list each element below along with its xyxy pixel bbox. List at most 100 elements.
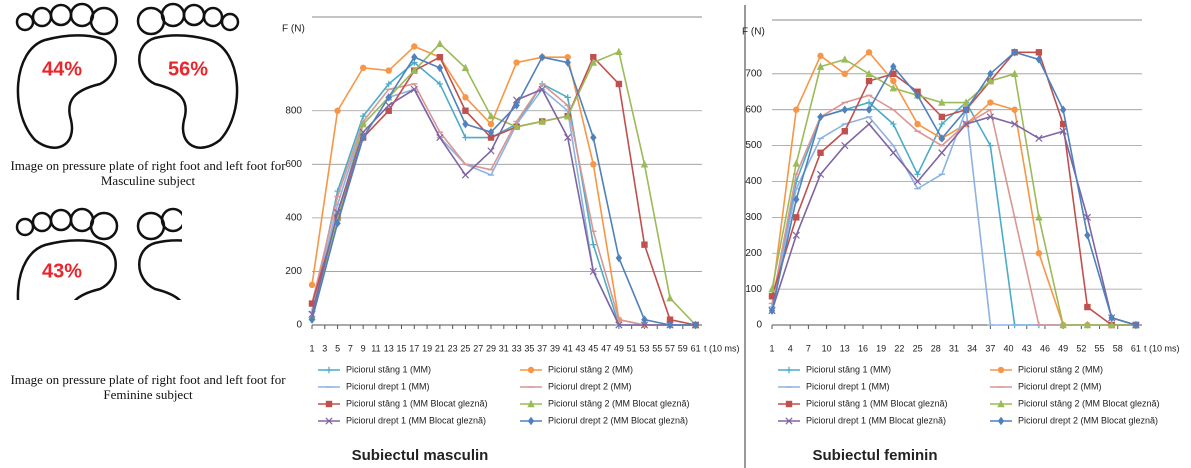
marker [487,120,495,128]
marker [411,43,418,50]
marker [641,315,648,324]
x-tick-label: 31 [499,343,509,353]
marker [308,281,316,289]
y-tick-label: 100 [745,284,762,295]
marker [462,119,469,129]
chart-title: Subiectul feminin [812,447,937,464]
y-tick-label: 600 [285,159,302,170]
y-tick-label: 300 [745,212,762,223]
x-tick-label: 55 [652,343,662,353]
legend-label: Piciorul stâng 2 (MM Blocat gleznă) [1018,398,1160,408]
legend-label: Piciorul stâng 2 (MM) [1018,364,1103,374]
marker [436,80,444,88]
marker [1035,213,1043,221]
x-tick-label: 3 [322,343,327,353]
x-tick-label: 37 [985,343,995,353]
marker [841,105,848,114]
marker [890,77,897,85]
caption: Image on pressure plate of right foot an… [10,158,286,188]
marker [1010,69,1019,78]
marker [487,147,495,155]
marker [666,320,674,330]
x-tick-label: 11 [371,343,380,353]
marker [793,106,800,113]
x-tick-label: 15 [397,343,407,353]
marker [359,64,367,72]
marker [914,171,921,178]
marker [793,214,800,221]
series-line [311,56,696,326]
y-tick-label: 800 [285,105,302,116]
marker [334,219,341,228]
x-tick-label: 39 [550,343,560,353]
marker [590,53,597,61]
marker [590,133,597,142]
x-tick-label: 19 [876,343,886,353]
y-tick-label: 400 [285,213,302,224]
y-axis-label: F (N) [742,27,765,38]
marker [890,70,897,78]
marker [889,83,898,92]
marker [817,112,824,122]
marker [938,134,946,143]
marker [1083,213,1092,221]
marker [987,99,994,106]
marker [785,366,793,374]
series-line [311,82,696,326]
y-tick-label: 400 [745,176,762,187]
marker [938,98,946,106]
marker [564,111,572,120]
x-tick-label: 23 [448,343,458,353]
marker [1011,106,1018,113]
x-tick-label: 19 [422,343,432,353]
series-line [771,58,1136,326]
marker [692,320,699,330]
marker [986,113,994,121]
x-tick-label: 28 [931,343,941,353]
legend-label: Piciorul drept 2 (MM Blocat gleznă) [1018,415,1158,425]
marker [1108,313,1115,323]
marker [865,99,873,106]
marker [913,177,922,186]
marker [325,417,333,425]
marker [590,241,597,248]
x-tick-label: 1 [309,343,314,353]
x-tick-label: 47 [601,343,611,353]
marker [987,142,994,149]
marker [538,85,546,93]
y-tick-label: 700 [745,68,762,79]
marker [666,294,674,302]
legend-label: Piciorul stâng 1 (MM) [806,364,891,374]
marker [768,284,776,293]
legend-label: Piciorul drept 1 (MM Blocat gleznă) [346,415,486,425]
marker [589,267,597,276]
marker [513,101,520,110]
series-line [771,94,1136,326]
marker [1059,105,1067,114]
marker [768,306,776,315]
marker [1035,55,1043,64]
legend-label: Piciorul stâng 1 (MM Blocat gleznă) [346,398,488,408]
marker [768,293,776,300]
marker [865,69,873,78]
marker [564,133,572,142]
marker [615,80,623,88]
marker [334,107,341,114]
marker [666,316,674,323]
marker [308,315,316,324]
y-tick-label: 500 [745,140,762,151]
marker [865,49,873,56]
x-tick-label: 31 [949,343,959,353]
marker [962,120,970,128]
marker [1035,49,1043,56]
legend-label: Piciorul stâng 1 (MM) [346,364,431,374]
caption: Image on pressure plate of right foot an… [10,372,286,402]
marker [1059,120,1067,128]
y-tick-label: 600 [745,104,762,115]
marker [513,59,520,66]
marker [385,101,393,110]
x-tick-label: 35 [524,343,534,353]
y-tick-label: 200 [285,266,302,277]
marker [487,111,495,120]
